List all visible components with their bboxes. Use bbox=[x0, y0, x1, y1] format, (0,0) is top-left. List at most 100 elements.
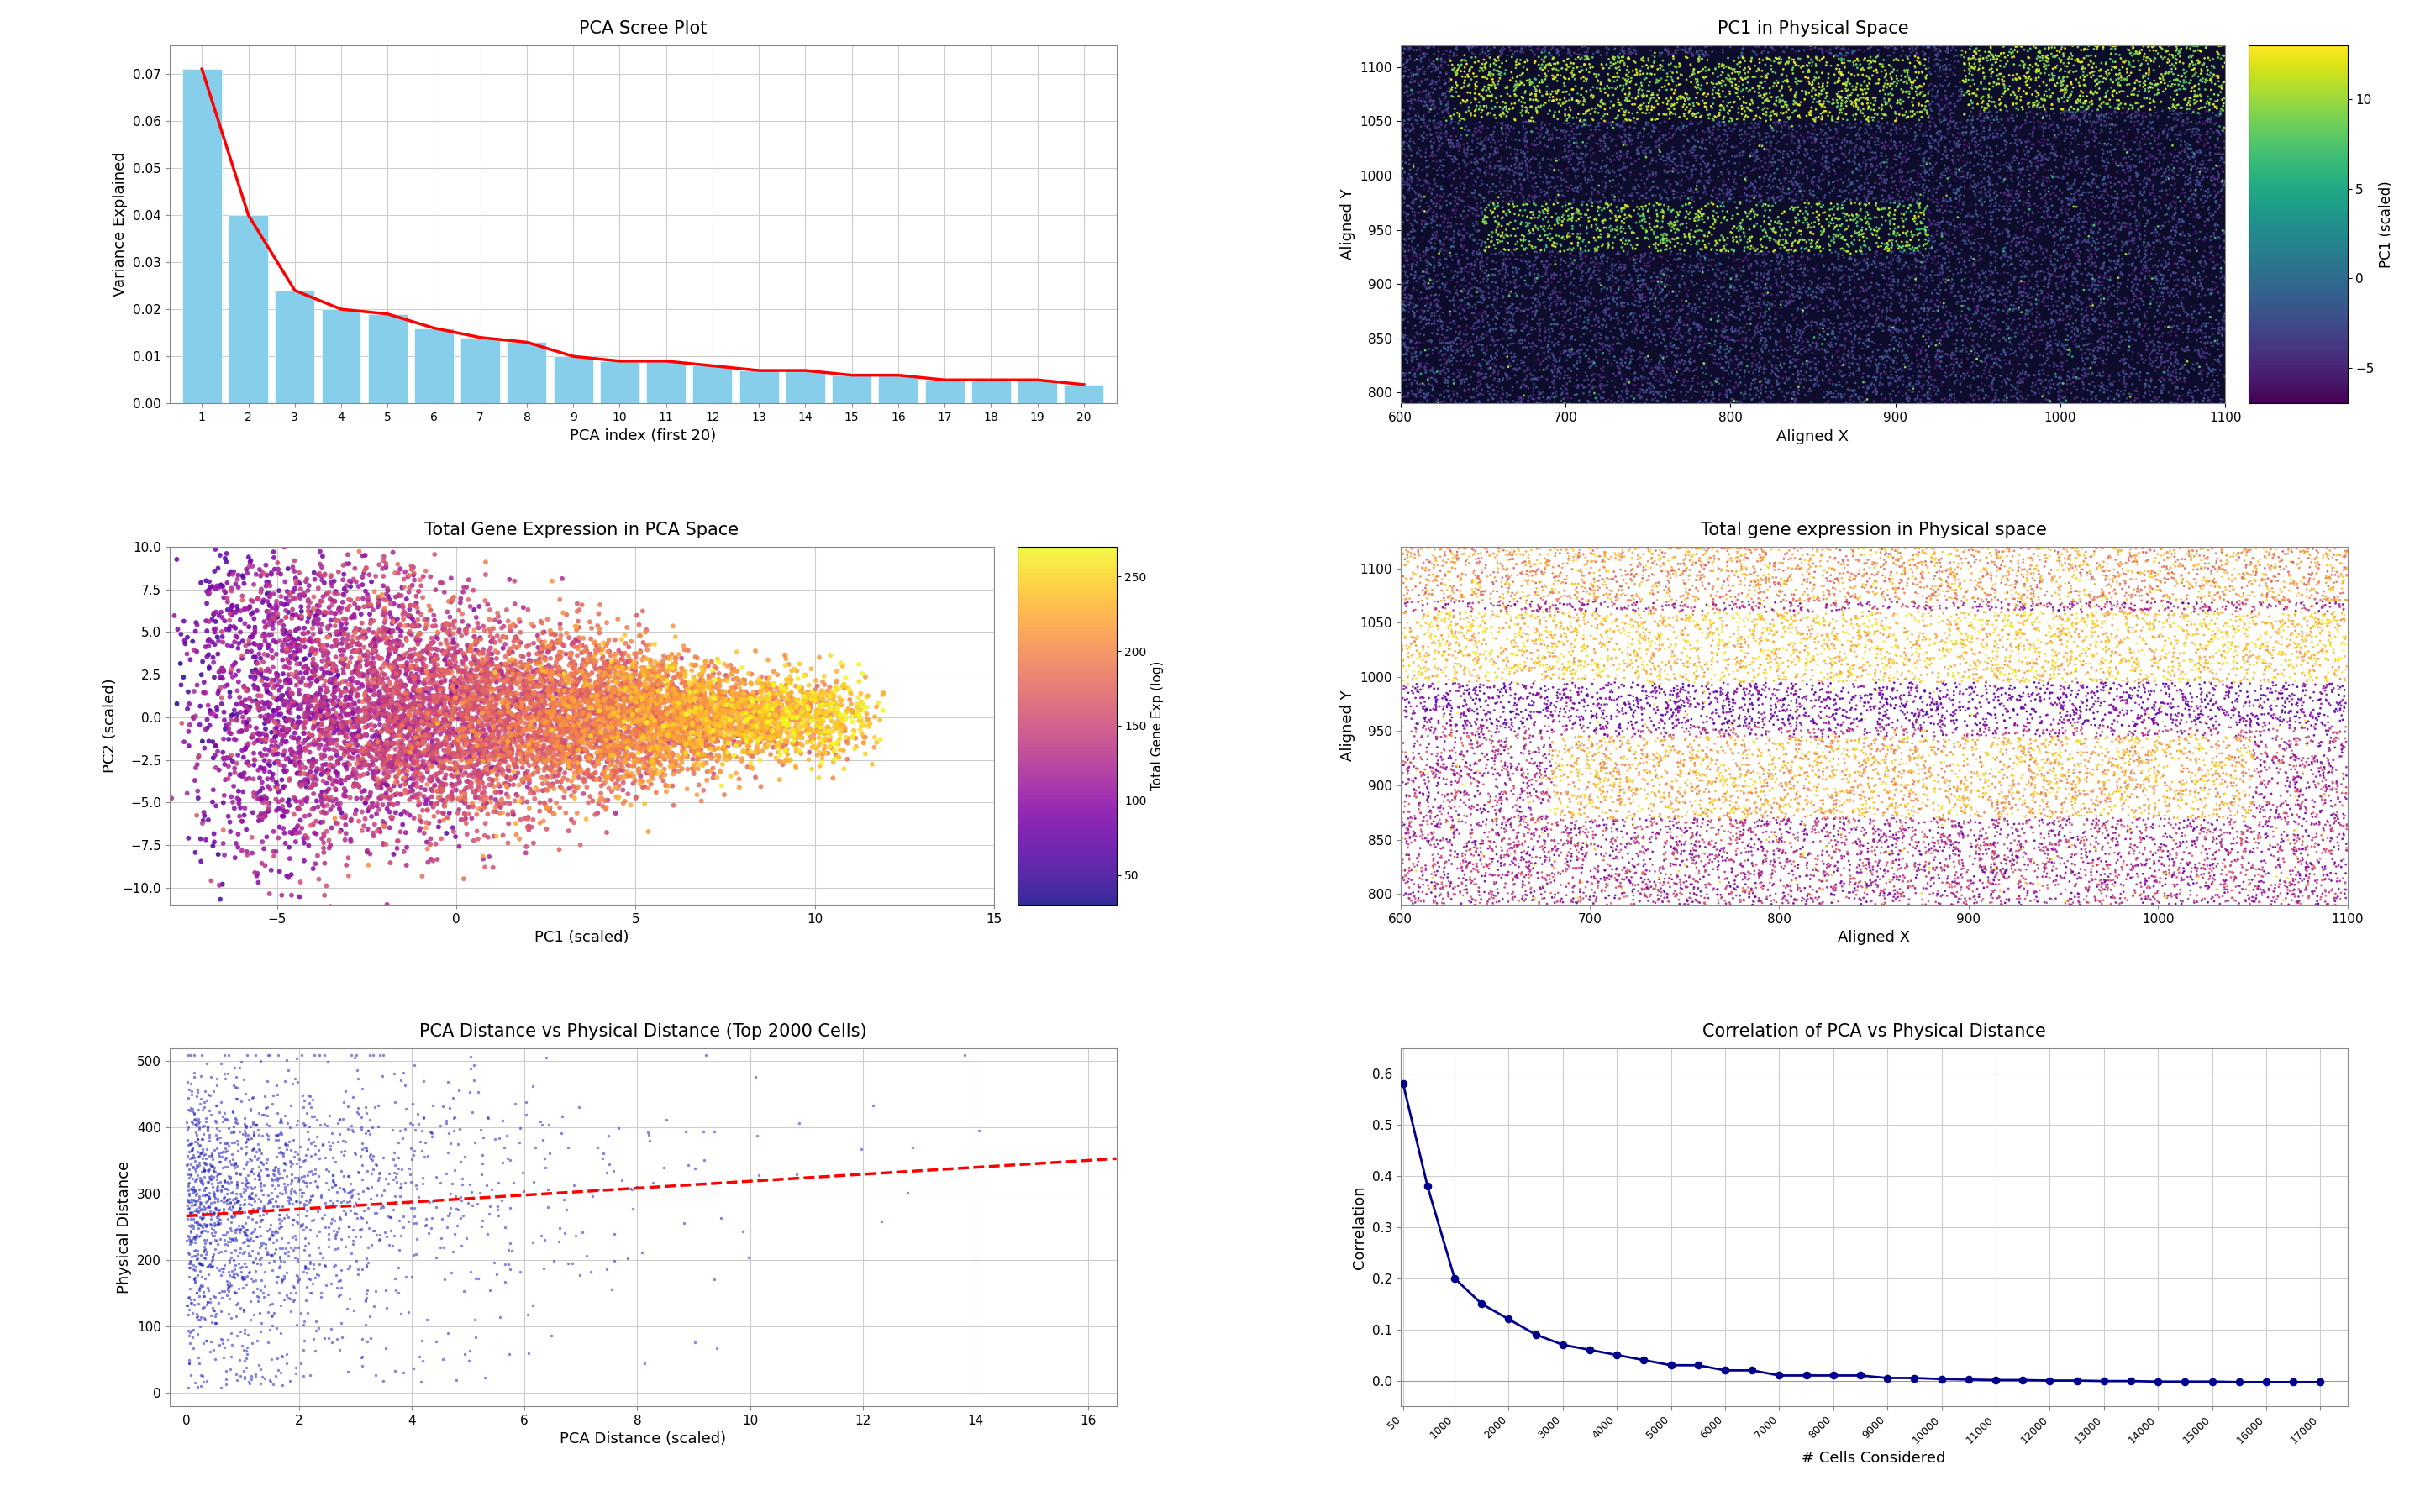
Point bbox=[1963, 301, 2001, 325]
Point bbox=[682, 726, 721, 750]
Point bbox=[1648, 364, 1687, 389]
Point bbox=[1883, 348, 1921, 372]
Point bbox=[1413, 132, 1452, 156]
Point bbox=[1706, 656, 1745, 680]
Point bbox=[532, 699, 571, 723]
Point bbox=[1597, 327, 1636, 351]
Point bbox=[1573, 165, 1612, 189]
Point bbox=[1863, 97, 1902, 121]
Point bbox=[1532, 581, 1571, 605]
Point bbox=[1892, 621, 1931, 646]
Point bbox=[1774, 862, 1813, 886]
Point bbox=[1428, 239, 1467, 263]
Point bbox=[2067, 165, 2105, 189]
Point bbox=[467, 697, 506, 721]
Point bbox=[1711, 369, 1750, 393]
Point bbox=[1774, 723, 1813, 747]
Point bbox=[2147, 597, 2185, 621]
Point bbox=[2072, 623, 2110, 647]
Point bbox=[1849, 210, 1888, 234]
Point bbox=[1696, 73, 1735, 97]
Point bbox=[1425, 658, 1464, 682]
Point bbox=[1413, 360, 1452, 384]
Point bbox=[1679, 240, 1718, 265]
Point bbox=[322, 1140, 361, 1164]
Point bbox=[1464, 283, 1503, 307]
Point bbox=[390, 788, 428, 812]
Point bbox=[1600, 361, 1638, 386]
Point bbox=[1389, 664, 1428, 688]
Point bbox=[765, 711, 803, 735]
Point bbox=[462, 782, 501, 806]
Point bbox=[1725, 348, 1764, 372]
Point bbox=[707, 718, 745, 742]
Point bbox=[1989, 183, 2028, 207]
Point bbox=[1479, 552, 1517, 576]
Point bbox=[2265, 611, 2304, 635]
Point bbox=[1679, 569, 1718, 593]
Point bbox=[2306, 688, 2345, 712]
Point bbox=[2147, 227, 2185, 251]
Point bbox=[1481, 593, 1520, 617]
Point bbox=[474, 709, 513, 733]
Point bbox=[419, 683, 457, 708]
Point bbox=[174, 1188, 213, 1213]
Point bbox=[590, 714, 629, 738]
Point bbox=[2088, 786, 2127, 810]
Point bbox=[1926, 222, 1965, 246]
Point bbox=[2241, 794, 2280, 818]
Point bbox=[1742, 608, 1781, 632]
Point bbox=[1387, 881, 1425, 906]
Point bbox=[784, 685, 823, 709]
Point bbox=[215, 761, 254, 785]
Point bbox=[1542, 872, 1580, 897]
Point bbox=[2185, 296, 2224, 321]
Point bbox=[1670, 245, 1709, 269]
Point bbox=[2084, 337, 2122, 361]
Point bbox=[1539, 178, 1578, 203]
Point bbox=[2243, 650, 2282, 674]
Point bbox=[271, 668, 310, 692]
Point bbox=[2292, 561, 2330, 585]
Point bbox=[2299, 611, 2338, 635]
Point bbox=[462, 702, 501, 726]
Point bbox=[1684, 764, 1723, 788]
Point bbox=[1984, 54, 2023, 79]
Point bbox=[2086, 885, 2125, 909]
Point bbox=[1660, 764, 1699, 788]
Point bbox=[1752, 352, 1791, 376]
Point bbox=[1529, 767, 1568, 791]
Point bbox=[1546, 733, 1585, 758]
Point bbox=[254, 646, 293, 670]
Point bbox=[1384, 118, 1423, 142]
Point bbox=[1479, 259, 1517, 283]
Point bbox=[1486, 712, 1525, 736]
Point bbox=[2047, 800, 2086, 824]
Point bbox=[1728, 227, 1767, 251]
Point bbox=[1885, 89, 1924, 113]
Point bbox=[1967, 311, 2006, 336]
Point bbox=[1791, 779, 1830, 803]
Point bbox=[1537, 231, 1575, 256]
Point bbox=[2120, 41, 2159, 65]
Point bbox=[1839, 618, 1878, 643]
Point bbox=[1788, 765, 1827, 789]
Point bbox=[1660, 810, 1699, 835]
Point bbox=[1711, 585, 1750, 609]
Point bbox=[1709, 116, 1747, 141]
Point bbox=[1996, 138, 2035, 162]
Point bbox=[847, 665, 886, 689]
Point bbox=[1965, 100, 2004, 124]
Point bbox=[1934, 386, 1972, 410]
Point bbox=[419, 729, 457, 753]
Point bbox=[489, 715, 528, 739]
Point bbox=[1634, 792, 1672, 816]
Point bbox=[1977, 632, 2016, 656]
Point bbox=[1469, 668, 1508, 692]
Point bbox=[1479, 709, 1517, 733]
Point bbox=[257, 1219, 295, 1243]
Point bbox=[2127, 121, 2166, 145]
Point bbox=[499, 724, 537, 748]
Point bbox=[208, 1276, 247, 1300]
Point bbox=[368, 751, 407, 776]
